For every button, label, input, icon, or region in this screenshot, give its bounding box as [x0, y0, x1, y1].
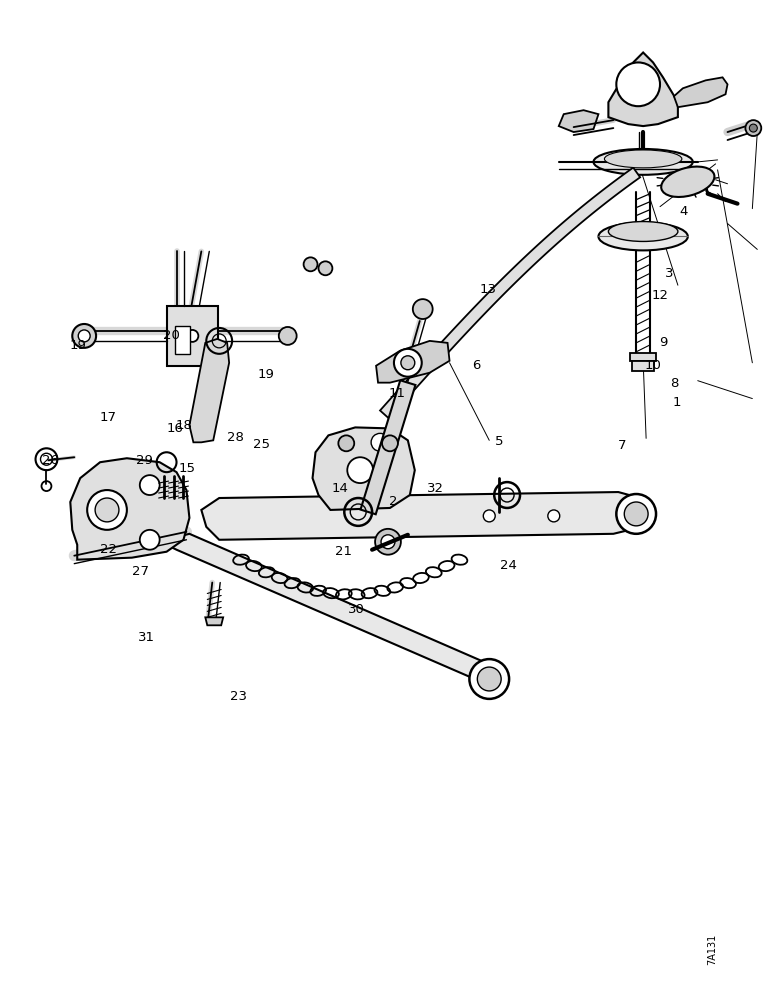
- Text: 16: 16: [167, 422, 184, 435]
- Circle shape: [140, 475, 160, 495]
- Circle shape: [375, 529, 401, 555]
- Circle shape: [347, 457, 373, 483]
- Text: 7A131: 7A131: [708, 934, 718, 965]
- Polygon shape: [674, 77, 727, 107]
- Text: 10: 10: [645, 359, 661, 372]
- Text: 8: 8: [670, 377, 679, 390]
- Circle shape: [95, 498, 119, 522]
- Polygon shape: [630, 353, 656, 361]
- Text: 17: 17: [100, 411, 117, 424]
- Polygon shape: [376, 341, 449, 383]
- Text: 29: 29: [136, 454, 153, 467]
- Text: 14: 14: [332, 482, 348, 495]
- Text: 20: 20: [163, 329, 180, 342]
- Circle shape: [78, 330, 90, 342]
- Circle shape: [381, 535, 395, 549]
- Ellipse shape: [608, 222, 678, 241]
- Text: 13: 13: [479, 283, 496, 296]
- Circle shape: [187, 330, 198, 342]
- Text: 25: 25: [253, 438, 270, 451]
- Polygon shape: [189, 339, 229, 442]
- Text: 28: 28: [226, 431, 243, 444]
- Text: 32: 32: [428, 482, 445, 495]
- Circle shape: [401, 356, 415, 370]
- Text: 1: 1: [673, 396, 682, 409]
- Ellipse shape: [594, 149, 692, 175]
- Circle shape: [616, 62, 660, 106]
- Circle shape: [483, 510, 495, 522]
- Text: 6: 6: [472, 359, 481, 372]
- Polygon shape: [559, 110, 598, 132]
- Text: 22: 22: [100, 543, 117, 556]
- Circle shape: [140, 530, 160, 550]
- Ellipse shape: [598, 223, 688, 250]
- Text: 11: 11: [388, 387, 405, 400]
- Text: 3: 3: [665, 267, 674, 280]
- Circle shape: [625, 502, 648, 526]
- Text: 4: 4: [679, 205, 688, 218]
- Circle shape: [319, 261, 333, 275]
- Text: 27: 27: [132, 565, 149, 578]
- Text: 2: 2: [389, 495, 398, 508]
- Circle shape: [394, 349, 422, 377]
- Circle shape: [279, 327, 296, 345]
- Text: 15: 15: [178, 462, 195, 475]
- Circle shape: [371, 433, 389, 451]
- Polygon shape: [70, 458, 189, 560]
- Polygon shape: [167, 534, 499, 685]
- Circle shape: [303, 257, 317, 271]
- Text: 26: 26: [42, 454, 59, 467]
- Polygon shape: [361, 380, 415, 514]
- Polygon shape: [380, 168, 640, 418]
- Circle shape: [616, 494, 656, 534]
- Text: 19: 19: [69, 339, 86, 352]
- Circle shape: [750, 124, 757, 132]
- Circle shape: [413, 299, 432, 319]
- Ellipse shape: [661, 167, 714, 197]
- Circle shape: [746, 120, 761, 136]
- Polygon shape: [313, 427, 415, 510]
- Circle shape: [548, 510, 560, 522]
- Text: 21: 21: [335, 545, 352, 558]
- Polygon shape: [174, 326, 191, 354]
- Text: 23: 23: [230, 690, 247, 703]
- Circle shape: [382, 435, 398, 451]
- Circle shape: [87, 490, 127, 530]
- Polygon shape: [167, 306, 218, 366]
- Text: 7: 7: [618, 439, 626, 452]
- Polygon shape: [201, 492, 646, 540]
- Polygon shape: [632, 361, 654, 371]
- Text: 5: 5: [495, 435, 503, 448]
- Circle shape: [469, 659, 509, 699]
- Polygon shape: [205, 617, 223, 625]
- Text: 12: 12: [652, 289, 669, 302]
- Text: 9: 9: [659, 336, 668, 349]
- Text: 24: 24: [500, 559, 517, 572]
- Circle shape: [477, 667, 501, 691]
- Circle shape: [338, 435, 354, 451]
- Text: 30: 30: [348, 603, 365, 616]
- Text: 18: 18: [175, 419, 192, 432]
- Text: 19: 19: [257, 368, 274, 381]
- Text: 31: 31: [138, 631, 155, 644]
- Ellipse shape: [604, 150, 682, 168]
- Polygon shape: [608, 52, 678, 126]
- Circle shape: [73, 324, 96, 348]
